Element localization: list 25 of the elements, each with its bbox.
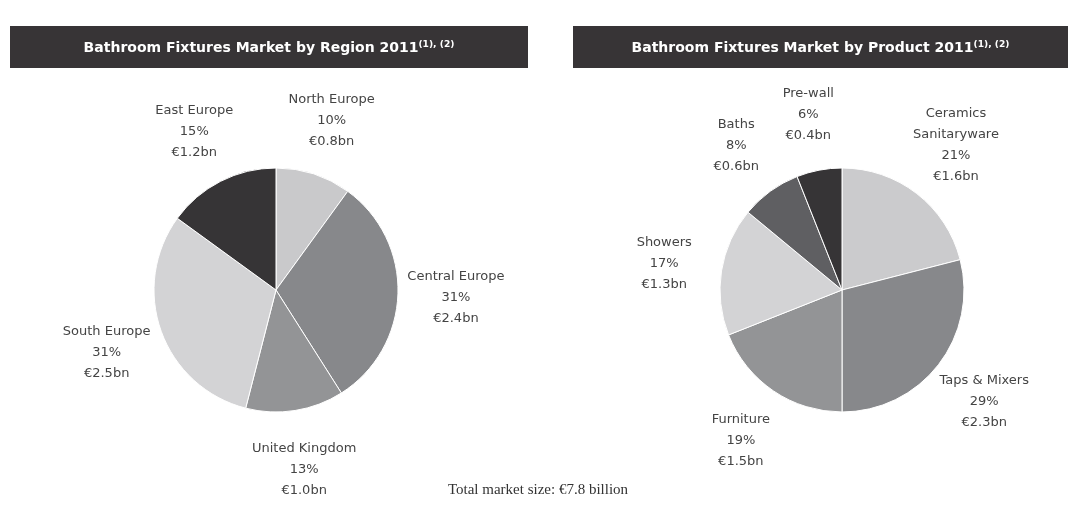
slice-label: Ceramics Sanitaryware xyxy=(913,104,999,141)
data-label: 15% €1.2bn xyxy=(171,122,217,159)
data-label: 8% €0.6bn xyxy=(713,137,759,174)
slice-label: Central Europe xyxy=(407,267,505,283)
slice-label: Baths xyxy=(717,116,755,132)
slice-label: Taps & Mixers xyxy=(938,372,1030,388)
text: Total market size: €7.8 billion xyxy=(447,481,629,497)
data-label: 17% €1.3bn xyxy=(641,254,687,291)
data-label: 31% €2.4bn xyxy=(433,288,479,325)
data-label: 6% €0.4bn xyxy=(785,106,831,143)
slice-label: Pre-wall xyxy=(782,85,834,101)
data-label: 29% €2.3bn xyxy=(961,393,1007,430)
slice-label: Furniture xyxy=(711,410,771,426)
data-label: 13% €1.0bn xyxy=(281,460,327,497)
chart-title: Bathroom Fixtures Market by Product 2011$^{(1), (2)}$ xyxy=(631,39,1010,55)
data-label: 21% €1.6bn xyxy=(933,146,979,183)
slice-label: South Europe xyxy=(62,322,151,338)
slice-label: North Europe xyxy=(288,90,375,106)
chart-title: Bathroom Fixtures Market by Region 2011$^{(1), (2)}$ xyxy=(83,39,455,55)
slice-label: East Europe xyxy=(155,101,234,117)
data-label: 31% €2.5bn xyxy=(83,343,130,380)
data-label: 19% €1.5bn xyxy=(718,431,764,468)
slice-label: United Kingdom xyxy=(251,439,357,455)
data-label: 10% €0.8bn xyxy=(308,111,355,148)
slice-label: Showers xyxy=(636,233,693,249)
